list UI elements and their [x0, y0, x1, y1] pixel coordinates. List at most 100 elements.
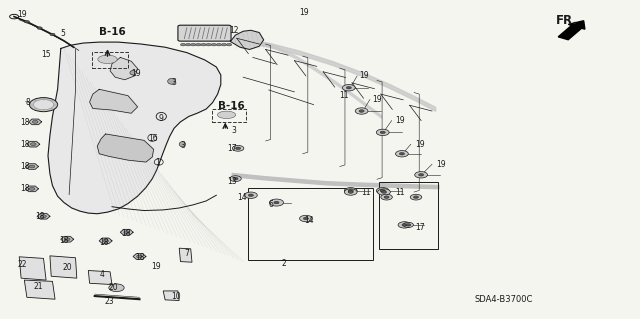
Text: 13: 13 — [227, 177, 237, 186]
Circle shape — [406, 224, 411, 226]
Circle shape — [41, 215, 47, 218]
Text: 11: 11 — [396, 189, 405, 197]
Text: 20: 20 — [63, 263, 72, 272]
Circle shape — [348, 189, 353, 192]
Text: 7: 7 — [184, 249, 189, 258]
Text: 18: 18 — [60, 236, 69, 245]
Circle shape — [381, 191, 387, 193]
Text: 11: 11 — [362, 189, 371, 197]
Circle shape — [109, 284, 124, 292]
Text: 20: 20 — [109, 283, 118, 292]
Text: B-16: B-16 — [99, 27, 126, 37]
Polygon shape — [163, 291, 179, 300]
Circle shape — [348, 191, 353, 193]
Circle shape — [206, 43, 211, 46]
Polygon shape — [27, 141, 40, 147]
Circle shape — [344, 189, 357, 195]
Circle shape — [300, 215, 312, 222]
Polygon shape — [120, 229, 133, 235]
Text: 15: 15 — [42, 50, 51, 59]
Text: 18: 18 — [122, 229, 131, 238]
Circle shape — [33, 100, 54, 110]
Circle shape — [359, 110, 364, 112]
Circle shape — [221, 43, 227, 46]
Ellipse shape — [168, 78, 175, 84]
Circle shape — [378, 189, 390, 195]
Circle shape — [191, 43, 196, 46]
Polygon shape — [26, 186, 38, 192]
Circle shape — [248, 194, 253, 197]
Text: 3: 3 — [232, 126, 237, 135]
FancyBboxPatch shape — [178, 25, 231, 41]
Bar — [248, 188, 373, 260]
Circle shape — [216, 43, 221, 46]
Circle shape — [419, 174, 424, 176]
Text: 10: 10 — [172, 292, 181, 301]
Circle shape — [236, 147, 241, 150]
Text: 19: 19 — [415, 140, 424, 149]
Polygon shape — [29, 119, 42, 125]
Text: 19: 19 — [300, 8, 309, 17]
Circle shape — [396, 151, 408, 157]
Circle shape — [376, 188, 389, 194]
Polygon shape — [88, 271, 112, 285]
Circle shape — [376, 129, 389, 136]
Text: 3: 3 — [180, 141, 186, 150]
Circle shape — [410, 194, 422, 200]
Circle shape — [303, 217, 308, 220]
Polygon shape — [99, 238, 112, 244]
Circle shape — [403, 222, 413, 227]
Circle shape — [380, 131, 385, 134]
Circle shape — [415, 172, 428, 178]
Text: B-16: B-16 — [218, 101, 244, 111]
Bar — [212, 109, 246, 122]
Polygon shape — [179, 248, 192, 262]
Circle shape — [103, 239, 109, 242]
Circle shape — [137, 255, 143, 258]
Circle shape — [32, 121, 38, 123]
Polygon shape — [26, 164, 38, 169]
Text: 19: 19 — [436, 160, 446, 169]
Text: 19: 19 — [152, 262, 161, 271]
Text: 14: 14 — [305, 216, 314, 225]
Text: 19: 19 — [131, 69, 141, 78]
Circle shape — [381, 194, 392, 200]
Circle shape — [201, 43, 206, 46]
Text: 1: 1 — [155, 158, 159, 167]
Ellipse shape — [98, 55, 117, 63]
Circle shape — [380, 189, 385, 192]
Text: 5: 5 — [61, 29, 66, 38]
Polygon shape — [37, 213, 50, 219]
Circle shape — [196, 43, 201, 46]
Text: 6: 6 — [269, 200, 274, 209]
Text: 18: 18 — [20, 162, 30, 171]
Circle shape — [180, 43, 186, 46]
Ellipse shape — [130, 70, 136, 75]
Polygon shape — [110, 57, 138, 80]
Circle shape — [402, 224, 407, 226]
Circle shape — [274, 201, 279, 204]
Text: 17: 17 — [227, 144, 237, 153]
Text: FR.: FR. — [556, 14, 577, 27]
Circle shape — [398, 222, 411, 228]
Circle shape — [186, 43, 191, 46]
Circle shape — [355, 108, 368, 114]
Text: 11: 11 — [339, 91, 349, 100]
Text: 4: 4 — [99, 271, 104, 279]
Text: 18: 18 — [20, 184, 30, 193]
Text: 2: 2 — [282, 259, 286, 268]
Text: 18: 18 — [20, 140, 30, 149]
Circle shape — [232, 145, 244, 151]
Text: 19: 19 — [17, 10, 27, 19]
Text: 14: 14 — [237, 193, 246, 202]
Ellipse shape — [218, 111, 236, 119]
Circle shape — [37, 27, 42, 29]
Ellipse shape — [179, 142, 186, 147]
Polygon shape — [90, 89, 138, 113]
Circle shape — [230, 176, 241, 182]
Text: 19: 19 — [360, 71, 369, 80]
Circle shape — [29, 165, 35, 168]
FancyArrow shape — [558, 21, 585, 40]
Circle shape — [29, 188, 35, 190]
Text: 21: 21 — [33, 282, 43, 291]
